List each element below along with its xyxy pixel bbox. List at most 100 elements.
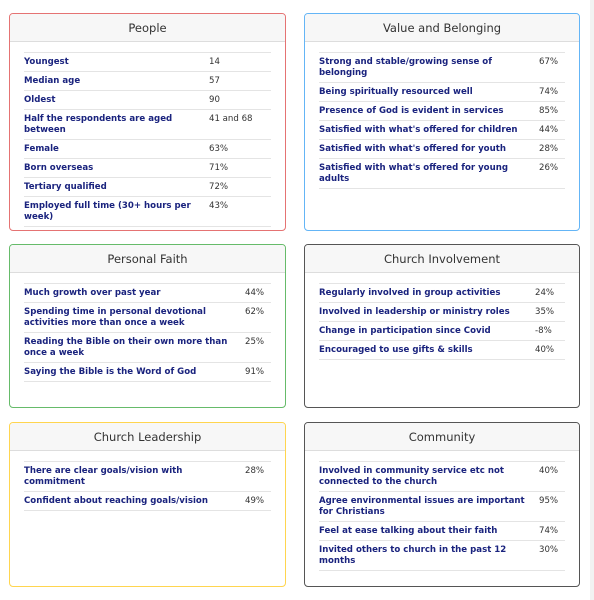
row-value: 14 bbox=[209, 57, 220, 67]
row-value: 62% bbox=[245, 307, 265, 317]
personal-faith-card-title: Personal Faith bbox=[10, 245, 285, 273]
row-value: 43% bbox=[209, 201, 229, 211]
row-label: Involved in community service etc not co… bbox=[319, 466, 504, 487]
row-value: -8% bbox=[535, 326, 552, 336]
row-label: Encouraged to use gifts & skills bbox=[319, 345, 473, 355]
row-value: 40% bbox=[539, 466, 559, 476]
row-value: 91% bbox=[245, 367, 265, 377]
church-involvement-rows: Regularly involved in group activities 24… bbox=[319, 283, 565, 360]
row-value: 41 and 68 bbox=[209, 114, 253, 124]
row-label: Born overseas bbox=[24, 163, 94, 173]
row-value: 28% bbox=[245, 466, 265, 476]
row-value: 49% bbox=[245, 496, 265, 506]
value-belonging-card-title: Value and Belonging bbox=[305, 14, 579, 42]
row-value: 40% bbox=[535, 345, 555, 355]
row-label: Involved in leadership or ministry roles bbox=[319, 307, 510, 317]
row-label: Change in participation since Covid bbox=[319, 326, 491, 336]
table-row: There are clear goals/vision with commit… bbox=[24, 462, 271, 492]
table-row: Strong and stable/growing sense of belon… bbox=[319, 53, 565, 83]
people-card: People Youngest 14 Median age 57 Oldest 90 … bbox=[9, 13, 286, 231]
row-label: Agree environmental issues are important… bbox=[319, 496, 525, 517]
table-row: Born overseas 71% bbox=[24, 159, 271, 178]
row-label: Invited others to church in the past 12 … bbox=[319, 545, 507, 566]
row-label: Female bbox=[24, 144, 59, 154]
table-row: Change in participation since Covid -8% bbox=[319, 322, 565, 341]
row-value: 28% bbox=[539, 144, 559, 154]
table-row: Much growth over past year 44% bbox=[24, 284, 271, 303]
personal-faith-card: Personal Faith Much growth over past yea… bbox=[9, 244, 286, 408]
table-row: Agree environmental issues are important… bbox=[319, 492, 565, 522]
table-row: Confident about reaching goals/vision 49% bbox=[24, 492, 271, 511]
row-label: Confident about reaching goals/vision bbox=[24, 496, 208, 506]
table-row: Spending time in personal devotional act… bbox=[24, 303, 271, 333]
row-value: 74% bbox=[539, 87, 559, 97]
row-value: 67% bbox=[539, 57, 559, 67]
row-value: 95% bbox=[539, 496, 559, 506]
people-card-title: People bbox=[10, 14, 285, 42]
row-label: Satisfied with what's offered for young … bbox=[319, 163, 508, 184]
row-label: Regularly involved in group activities bbox=[319, 288, 501, 298]
row-value: 57 bbox=[209, 76, 220, 86]
row-label: Presence of God is evident in services bbox=[319, 106, 504, 116]
row-label: Satisfied with what's offered for childr… bbox=[319, 125, 518, 135]
row-value: 30% bbox=[539, 545, 559, 555]
value-belonging-rows: Strong and stable/growing sense of belon… bbox=[319, 52, 565, 189]
row-value: 44% bbox=[539, 125, 559, 135]
row-value: 90 bbox=[209, 95, 220, 105]
row-value: 71% bbox=[209, 163, 229, 173]
church-involvement-card-title: Church Involvement bbox=[305, 245, 579, 273]
row-label: Satisfied with what's offered for youth bbox=[319, 144, 506, 154]
people-rows: Youngest 14 Median age 57 Oldest 90 Half th… bbox=[24, 52, 271, 227]
row-value: 44% bbox=[245, 288, 265, 298]
church-leadership-card: Church Leadership There are clear goals/… bbox=[9, 422, 286, 587]
table-row: Saying the Bible is the Word of God 91% bbox=[24, 363, 271, 382]
row-label: Reading the Bible on their own more than… bbox=[24, 337, 228, 358]
table-row: Female 63% bbox=[24, 140, 271, 159]
row-value: 35% bbox=[535, 307, 555, 317]
table-row: Oldest 90 bbox=[24, 91, 271, 110]
table-row: Employed full time (30+ hours per week) 4… bbox=[24, 197, 271, 227]
personal-faith-rows: Much growth over past year 44% Spending t… bbox=[24, 283, 271, 382]
row-value: 85% bbox=[539, 106, 559, 116]
church-leadership-card-title: Church Leadership bbox=[10, 423, 285, 451]
value-belonging-card: Value and Belonging Strong and stable/gr… bbox=[304, 13, 580, 231]
community-rows: Involved in community service etc not co… bbox=[319, 461, 565, 571]
table-row: Regularly involved in group activities 24… bbox=[319, 284, 565, 303]
table-row: Involved in community service etc not co… bbox=[319, 462, 565, 492]
row-value: 24% bbox=[535, 288, 555, 298]
table-row: Satisfied with what's offered for young … bbox=[319, 159, 565, 189]
table-row: Encouraged to use gifts & skills 40% bbox=[319, 341, 565, 360]
row-label: Feel at ease talking about their faith bbox=[319, 526, 498, 536]
church-involvement-card: Church Involvement Regularly involved in… bbox=[304, 244, 580, 408]
row-label: Oldest bbox=[24, 95, 56, 105]
community-card: Community Involved in community service … bbox=[304, 422, 580, 587]
row-label: Being spiritually resourced well bbox=[319, 87, 473, 97]
table-row: Involved in leadership or ministry roles… bbox=[319, 303, 565, 322]
table-row: Median age 57 bbox=[24, 72, 271, 91]
row-value: 25% bbox=[245, 337, 265, 347]
table-row: Youngest 14 bbox=[24, 53, 271, 72]
row-label: Youngest bbox=[24, 57, 69, 67]
row-value: 63% bbox=[209, 144, 229, 154]
row-label: Tertiary qualified bbox=[24, 182, 107, 192]
table-row: Presence of God is evident in services 85… bbox=[319, 102, 565, 121]
row-label: Spending time in personal devotional act… bbox=[24, 307, 206, 328]
row-value: 72% bbox=[209, 182, 229, 192]
church-leadership-rows: There are clear goals/vision with commit… bbox=[24, 461, 271, 511]
table-row: Half the respondents are aged between 41 … bbox=[24, 110, 271, 140]
row-label: Employed full time (30+ hours per week) bbox=[24, 201, 191, 222]
table-row: Being spiritually resourced well 74% bbox=[319, 83, 565, 102]
table-row: Invited others to church in the past 12 … bbox=[319, 541, 565, 571]
page-scrollbar[interactable] bbox=[590, 0, 594, 600]
community-card-title: Community bbox=[305, 423, 579, 451]
table-row: Tertiary qualified 72% bbox=[24, 178, 271, 197]
table-row: Satisfied with what's offered for childr… bbox=[319, 121, 565, 140]
row-label: Saying the Bible is the Word of God bbox=[24, 367, 197, 377]
row-label: There are clear goals/vision with commit… bbox=[24, 466, 183, 487]
row-label: Median age bbox=[24, 76, 81, 86]
row-value: 26% bbox=[539, 163, 559, 173]
row-label: Strong and stable/growing sense of belon… bbox=[319, 57, 492, 78]
table-row: Satisfied with what's offered for youth 2… bbox=[319, 140, 565, 159]
table-row: Feel at ease talking about their faith 74… bbox=[319, 522, 565, 541]
table-row: Reading the Bible on their own more than… bbox=[24, 333, 271, 363]
